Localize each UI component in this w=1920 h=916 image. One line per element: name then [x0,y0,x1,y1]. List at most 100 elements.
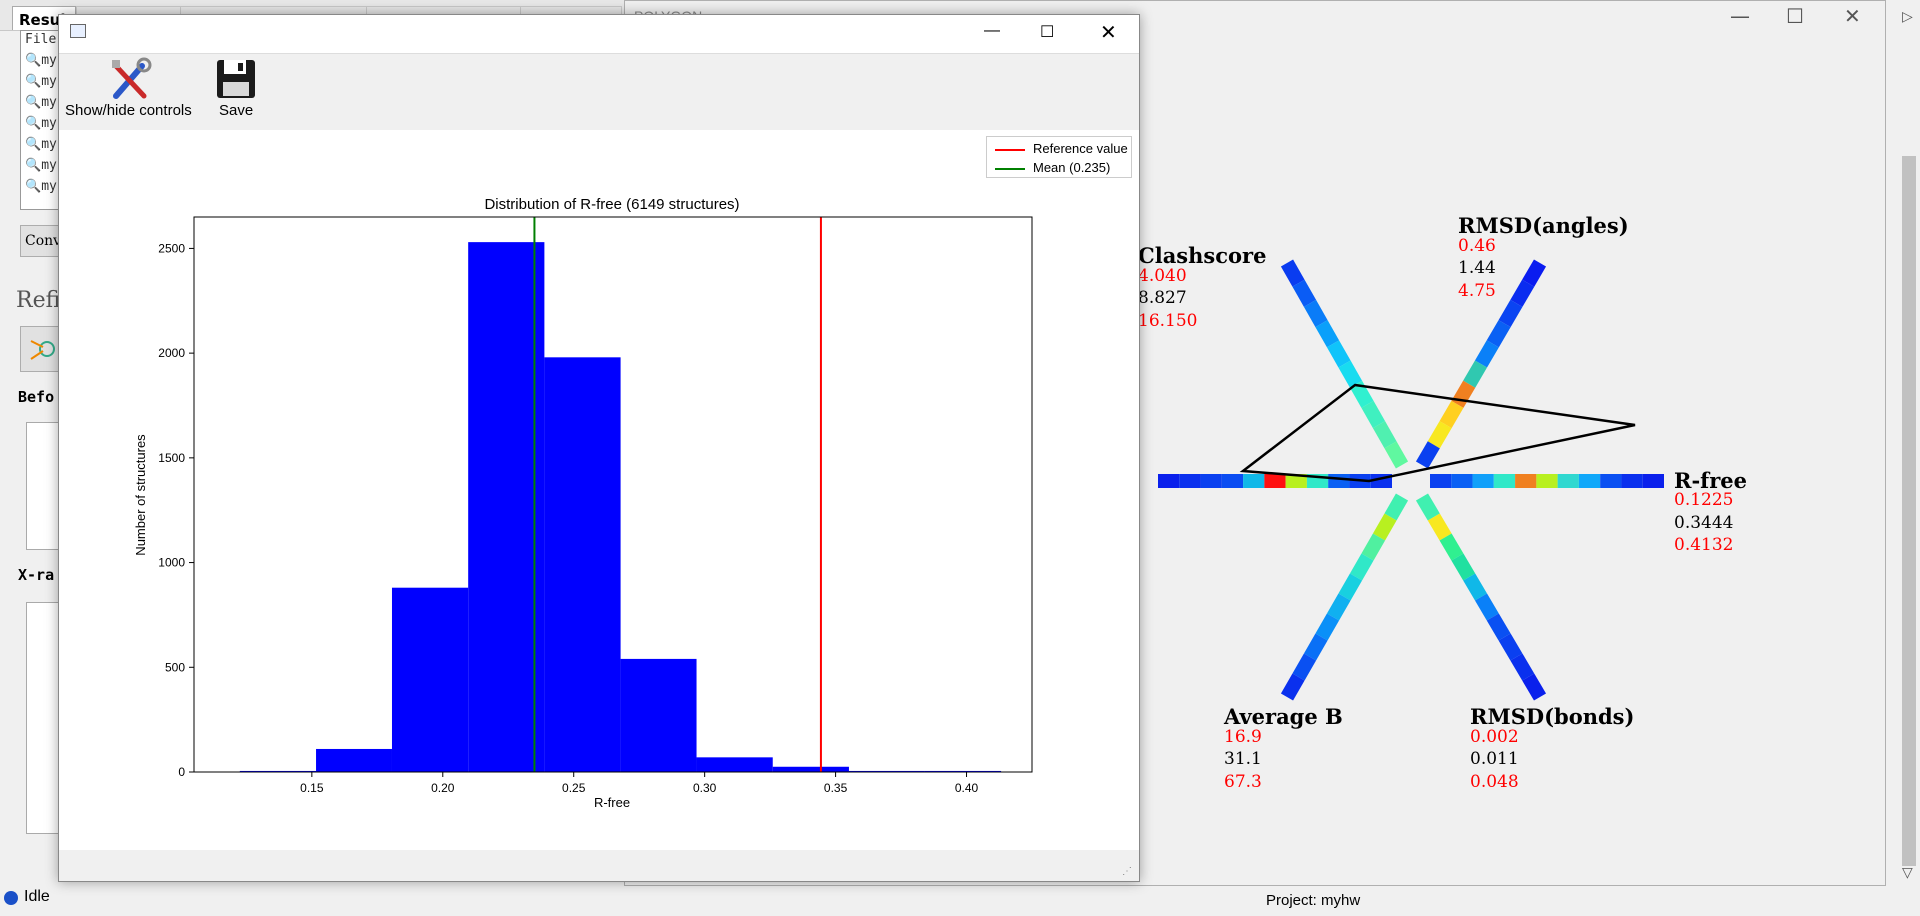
average-b-value: 31.1 [1224,749,1262,769]
axis-bar-segment [1463,360,1488,388]
axis-bar-segment [1415,493,1440,521]
average-b-axis-bar [1280,493,1409,701]
histogram-window-footer [59,850,1139,880]
chart-legend: Reference value Mean (0.235) [986,136,1132,178]
file-row[interactable]: 🔍my [25,137,57,152]
close-icon[interactable]: ✕ [1100,22,1117,44]
axis-bar-segment [1486,613,1511,641]
file-header: File [25,32,57,47]
axis-bar-segment [1415,441,1440,469]
close-icon[interactable]: ✕ [1844,4,1861,28]
axis-bar-segment [1522,259,1547,287]
rfree-high: 0.4132 [1674,535,1734,555]
y-tick-label: 500 [165,660,185,674]
clashscore-high: 16.150 [1138,311,1198,331]
legend-line-red [995,148,1025,151]
average-b-low: 16.9 [1224,727,1262,747]
x-tick-label: 0.20 [431,781,455,795]
y-tick-label: 0 [178,765,185,779]
tools-icon [112,57,152,99]
file-row[interactable]: 🔍my [25,74,57,89]
histogram-bar-6 [696,757,773,772]
axis-bar-segment [1326,340,1351,368]
x-tick-label: 0.40 [955,781,979,795]
status-bar [0,886,1920,916]
save-label[interactable]: Save [219,102,254,119]
minimize-icon[interactable]: — [1730,4,1750,28]
clashscore-label: Clashscore [1138,243,1267,268]
axis-bar-segment [1522,673,1547,701]
axis-bar-segment [1474,593,1499,621]
file-row[interactable]: 🔍my [25,116,57,131]
maximize-icon[interactable]: ☐ [1786,4,1804,28]
histogram-bar-5 [620,658,697,772]
rmsd-angles-value: 1.44 [1458,258,1496,278]
rmsd-angles-label: RMSD(angles) [1458,213,1629,238]
axis-bar-segment [1280,673,1305,701]
legend-item-reference: Reference value [995,141,1128,156]
axis-bar-segment [1486,320,1511,348]
plot-frame [193,216,1033,773]
legend-line-green [995,167,1025,170]
axis-bar-segment [1427,513,1452,541]
histogram-titlebar [59,15,1139,54]
save-button[interactable] [216,58,256,100]
x-tick-label: 0.35 [824,781,848,795]
histogram-bar-3 [468,242,545,772]
axis-bar-segment [1372,421,1397,449]
axis-bar-segment [1303,299,1328,328]
axis-bar-segment [1372,513,1397,541]
xray-table [26,602,64,834]
maximize-icon[interactable]: ☐ [1040,24,1055,41]
molecule-tool-button[interactable] [20,326,62,372]
status-indicator-icon [4,891,18,905]
status-text: Idle [24,888,50,905]
axis-bar-segment [1361,400,1386,429]
y-tick-label: 1000 [158,556,185,570]
file-row[interactable]: 🔍my [25,95,57,110]
minimize-icon[interactable]: — [984,22,1000,39]
show-hide-controls-label[interactable]: Show/hide controls [65,102,192,119]
x-axis-label: R-free [594,795,630,810]
file-row[interactable]: 🔍my [25,53,57,68]
axis-bar-segment [1349,380,1374,408]
convert-button[interactable]: Conv [20,225,62,257]
file-row[interactable]: 🔍my [25,179,57,194]
axis-bar-segment [1463,573,1488,601]
histogram-bar-8 [848,770,925,772]
scroll-down-icon[interactable]: ▽ [1902,864,1913,880]
clashscore-axis-bar [1280,259,1409,469]
axis-bar-segment [1315,320,1340,348]
histogram-bar-1 [316,748,392,772]
project-label: Project: myhw [1266,892,1361,909]
show-hide-controls-button[interactable] [108,56,154,102]
histogram-bar-2 [391,587,469,772]
rfree-label: R-free [1674,468,1747,493]
clashscore-value: 8.827 [1138,288,1187,308]
axis-bar-segment [1303,633,1328,661]
clashscore-low: 4.040 [1138,266,1187,286]
file-row[interactable]: 🔍my [25,158,57,173]
resize-grip-icon[interactable]: ⋰ [1122,866,1132,877]
axis-bar-segment [1451,553,1476,581]
y-tick-label: 2000 [158,346,185,360]
file-list[interactable]: File 🔍my 🔍my 🔍my 🔍my 🔍my 🔍my 🔍my [20,30,62,210]
histogram-bar-7 [772,766,849,772]
legend-label-reference: Reference value [1033,141,1128,156]
y-tick-label: 2500 [158,241,185,255]
molecule-icon [30,340,55,360]
xray-heading: X-ra [18,566,55,584]
scrollbar-thumb[interactable] [1902,156,1916,866]
axis-bar-segment [1384,493,1409,521]
axis-bar-segment [1427,421,1452,449]
axis-bar-segment [1292,653,1317,681]
scroll-right-icon[interactable]: ▷ [1902,8,1913,24]
x-tick-label: 0.25 [562,781,586,795]
y-tick-label: 1500 [158,451,185,465]
rmsd-bonds-axis-bar [1415,493,1547,701]
axis-bar-segment [1361,533,1386,561]
rmsd-bonds-low: 0.002 [1470,727,1519,747]
axis-bar-segment [1498,633,1523,661]
axis-bar-segment [1326,593,1351,621]
before-heading: Befo [18,388,55,406]
